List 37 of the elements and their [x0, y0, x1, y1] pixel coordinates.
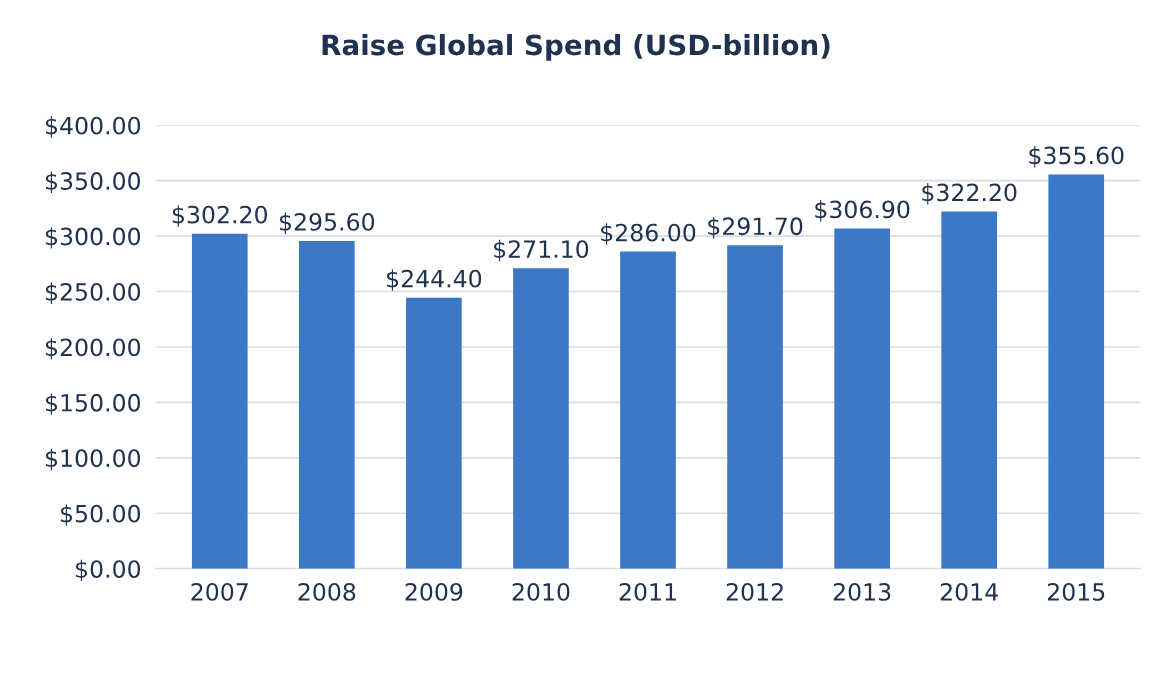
x-tick-label: 2015 [1047, 582, 1105, 601]
y-tick-label: $100.00 [45, 448, 141, 471]
data-label: $244.40 [387, 269, 482, 291]
x-tick-label: 2014 [940, 582, 998, 601]
y-tick-label: $250.00 [45, 282, 141, 304]
data-label: $286.00 [601, 223, 696, 245]
y-tick-label: $300.00 [45, 227, 141, 249]
bar [941, 211, 998, 569]
bar [1048, 174, 1105, 569]
x-tick-label: 2010 [512, 582, 570, 601]
y-tick-label: $50.00 [60, 504, 141, 526]
x-tick-label: 2012 [726, 582, 783, 601]
bar [191, 233, 248, 569]
y-tick-label: $200.00 [45, 337, 141, 360]
y-tick-label: $150.00 [45, 393, 141, 415]
bar [513, 268, 569, 569]
data-label: $322.20 [922, 183, 1017, 205]
y-tick-label: $0.00 [76, 559, 141, 582]
data-label: $306.90 [815, 200, 910, 222]
chart-title: Raise Global Spend (USD-billion) [322, 33, 830, 61]
bar [834, 228, 890, 569]
data-label: $302.20 [172, 205, 268, 227]
x-tick-label: 2013 [833, 582, 891, 601]
data-label: $271.10 [494, 239, 589, 262]
data-label: $291.70 [708, 216, 803, 239]
bar [727, 245, 783, 569]
data-label: $295.60 [279, 212, 375, 234]
x-tick-label: 2009 [405, 582, 463, 601]
x-tick-label: 2007 [191, 582, 248, 601]
bar [406, 297, 462, 569]
y-tick-label: $400.00 [45, 116, 141, 138]
data-label: $355.60 [1029, 146, 1124, 168]
y-tick-label: $350.00 [45, 171, 141, 194]
bar [298, 240, 355, 569]
x-tick-label: 2011 [619, 582, 676, 601]
bar [620, 251, 676, 569]
x-tick-label: 2008 [298, 582, 356, 601]
